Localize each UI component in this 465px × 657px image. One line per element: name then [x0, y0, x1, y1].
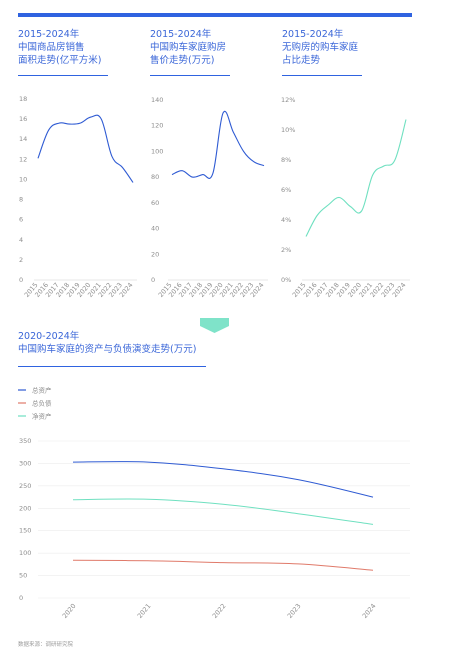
- chart4-series-line-1: [72, 461, 374, 498]
- chart1-y-tick: 0: [19, 276, 23, 284]
- chart4-legend-label: 净资产: [32, 412, 52, 421]
- chart4-y-tick: 350: [19, 437, 31, 445]
- chart1-y-tick: 18: [19, 95, 27, 103]
- chart1-title-line3: 面积走势(亿平方米): [18, 55, 102, 66]
- chart1-title-line2: 中国商品房销售: [18, 42, 85, 53]
- chart3-title-line2: 无购房的购车家庭: [282, 42, 359, 53]
- chart1-y-tick: 2: [19, 256, 23, 264]
- chart4-y-tick: 50: [19, 572, 27, 580]
- chart3-title: 2015-2024年 无购房的购车家庭 占比走势: [282, 28, 358, 67]
- chart3-series-line: [305, 119, 407, 237]
- chart1-title-line1: 2015-2024年: [18, 29, 80, 40]
- chart3-title-underline: [282, 75, 362, 76]
- chart2-y-tick: 100: [151, 147, 163, 155]
- chart2-plot: 0204060801001201402015201620172018201920…: [151, 96, 268, 299]
- chart2-y-tick: 140: [151, 96, 163, 104]
- chart3-plot: 0%2%4%6%8%10%12%201520162017201820192020…: [281, 96, 410, 299]
- chart2-y-tick: 120: [151, 122, 163, 130]
- chart2-title-line1: 2015-2024年: [150, 29, 212, 40]
- chart4-x-tick: 2024: [361, 602, 378, 620]
- chart2-y-tick: 20: [151, 250, 159, 258]
- chart3-title-line3: 占比走势: [282, 55, 321, 66]
- chart1-y-tick: 14: [19, 135, 27, 143]
- chart4-title-line2: 中国购车家庭的资产与负债演变走势(万元): [18, 344, 197, 355]
- chart1-y-tick: 12: [19, 155, 27, 163]
- chart4-y-tick: 150: [19, 527, 31, 535]
- chart2-y-tick: 0: [151, 276, 155, 284]
- chart4-legend-label: 总资产: [32, 386, 52, 395]
- chart4-series-line-3: [72, 498, 374, 525]
- chart4-y-tick: 100: [19, 549, 31, 557]
- chart2-series-line: [171, 110, 265, 179]
- chart3-title-line1: 2015-2024年: [282, 29, 344, 40]
- chart2-title: 2015-2024年 中国购车家庭购房 售价走势(万元): [150, 28, 226, 67]
- chart2-title-line2: 中国购车家庭购房: [150, 42, 227, 53]
- chart4-x-tick: 2022: [211, 602, 228, 620]
- chart4-x-tick: 2021: [136, 602, 153, 620]
- chart4-y-tick: 0: [19, 594, 23, 602]
- chart2-y-tick: 60: [151, 199, 159, 207]
- chart4-legend-label: 总负债: [32, 399, 52, 408]
- chart4-x-tick: 2020: [61, 602, 78, 620]
- top-rule: [18, 13, 412, 17]
- chart2-title-line3: 售价走势(万元): [150, 55, 215, 66]
- chart4-plot: 0 50 100 150 200 250 300 350 2020 2021 2022 2023 202…: [18, 386, 410, 620]
- chart1-series-line: [37, 114, 134, 183]
- chevron-down-icon: [200, 318, 229, 333]
- chart3-y-tick: 0%: [281, 276, 291, 284]
- chart1-plot: 0246810121416182015201620172018201920202…: [19, 95, 137, 299]
- chart2-y-tick: 80: [151, 173, 159, 181]
- chart4-series-line-2: [72, 559, 374, 571]
- chart3-y-tick: 8%: [281, 156, 291, 164]
- chart1-y-tick: 4: [19, 236, 23, 244]
- chart1-title: 2015-2024年 中国商品房销售 面积走势(亿平方米): [18, 28, 101, 67]
- chart4-title: 2020-2024年 中国购车家庭的资产与负债演变走势(万元): [18, 330, 196, 356]
- chart2-title-underline: [150, 75, 230, 76]
- chart1-y-tick: 6: [19, 216, 23, 224]
- chart3-y-tick: 12%: [281, 96, 295, 104]
- chart1-y-tick: 16: [19, 115, 27, 123]
- chart4-y-tick: 300: [19, 459, 31, 467]
- chart3-y-tick: 6%: [281, 186, 291, 194]
- chart3-y-tick: 4%: [281, 216, 291, 224]
- source-note: 数据来源：调研研究院: [18, 642, 74, 648]
- chart2-y-tick: 40: [151, 225, 159, 233]
- chart3-y-tick: 2%: [281, 246, 291, 254]
- chart4-title-underline: [18, 366, 206, 367]
- chart4-y-tick: 250: [19, 482, 31, 490]
- chart1-title-underline: [18, 75, 108, 76]
- chart1-y-tick: 10: [19, 175, 27, 183]
- chart1-y-tick: 8: [19, 196, 23, 204]
- chart4-title-line1: 2020-2024年: [18, 331, 80, 342]
- chart4-y-tick: 200: [19, 504, 31, 512]
- chart3-y-tick: 10%: [281, 126, 295, 134]
- chart4-x-tick: 2023: [286, 602, 303, 620]
